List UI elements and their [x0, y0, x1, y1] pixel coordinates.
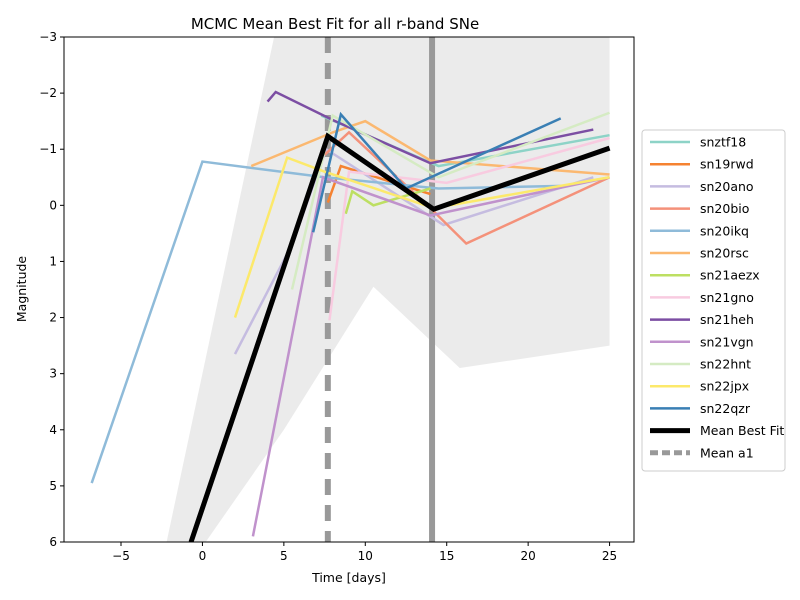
confidence-band [166, 37, 610, 542]
series-line-sn22hnt [290, 111, 611, 290]
series-line-sn21gno [328, 136, 610, 321]
legend-label-snztf18: snztf18 [700, 135, 746, 150]
legend-label-sn21gno: sn21gno [700, 290, 754, 305]
series-line-sn21vgn [251, 175, 610, 537]
y-tick-label: 6 [49, 535, 57, 549]
y-tick-label: −1 [39, 142, 57, 156]
legend-label-sn19rwd: sn19rwd [700, 157, 754, 172]
y-tick-label: −3 [39, 30, 57, 44]
y-tick-label: 2 [49, 311, 57, 325]
series-line-sn22qzr [311, 111, 562, 233]
x-tick-label: 10 [358, 549, 373, 563]
legend-label-sn21vgn: sn21vgn [700, 334, 754, 349]
x-axis-label: Time [days] [311, 570, 386, 585]
x-axis: −5 0 5 10 15 20 25 [112, 542, 617, 563]
legend-label-sn21heh: sn21heh [700, 312, 754, 327]
legend-label-sn20ikq: sn20ikq [700, 223, 749, 238]
chart-title: MCMC Mean Best Fit for all r-band SNe [191, 15, 479, 33]
legend-label-mean-a1: Mean a1 [700, 445, 754, 460]
x-tick-label: 0 [199, 549, 207, 563]
legend-label-mean-best-fit: Mean Best Fit [700, 423, 784, 438]
legend: snztf18 sn19rwd sn20ano sn20bio sn20ikq sn20r… [641, 129, 786, 472]
y-axis-label: Magnitude [14, 256, 29, 323]
x-tick-label: 20 [521, 549, 536, 563]
y-tick-label: 3 [49, 367, 57, 381]
x-tick-label: 5 [280, 549, 288, 563]
y-tick-label: 1 [49, 254, 57, 268]
series-line-sn20ano [233, 147, 594, 355]
legend-label-sn20rsc: sn20rsc [700, 246, 749, 261]
y-axis: −3 −2 −1 0 1 2 3 4 5 6 [39, 30, 64, 549]
y-tick-label: 0 [49, 198, 57, 212]
series-line-sn20rsc [250, 119, 610, 176]
legend-label-sn22qzr: sn22qzr [700, 401, 751, 416]
plot-area [90, 37, 611, 542]
x-tick-label: 15 [439, 549, 454, 563]
legend-label-sn22jpx: sn22jpx [700, 379, 749, 394]
legend-label-sn21aezx: sn21aezx [700, 268, 760, 283]
legend-label-sn20ano: sn20ano [700, 179, 754, 194]
series-line-mean-best-fit [188, 132, 611, 542]
series-line-sn22jpx [233, 156, 610, 318]
y-tick-label: −2 [39, 86, 57, 100]
legend-label-sn22hnt: sn22hnt [700, 357, 751, 372]
y-tick-label: 4 [49, 423, 57, 437]
x-tick-label: −5 [112, 549, 130, 563]
legend-label-sn20bio: sn20bio [700, 201, 749, 216]
x-tick-label: 25 [602, 549, 617, 563]
y-tick-label: 5 [49, 479, 57, 493]
plot-frame [63, 36, 635, 543]
